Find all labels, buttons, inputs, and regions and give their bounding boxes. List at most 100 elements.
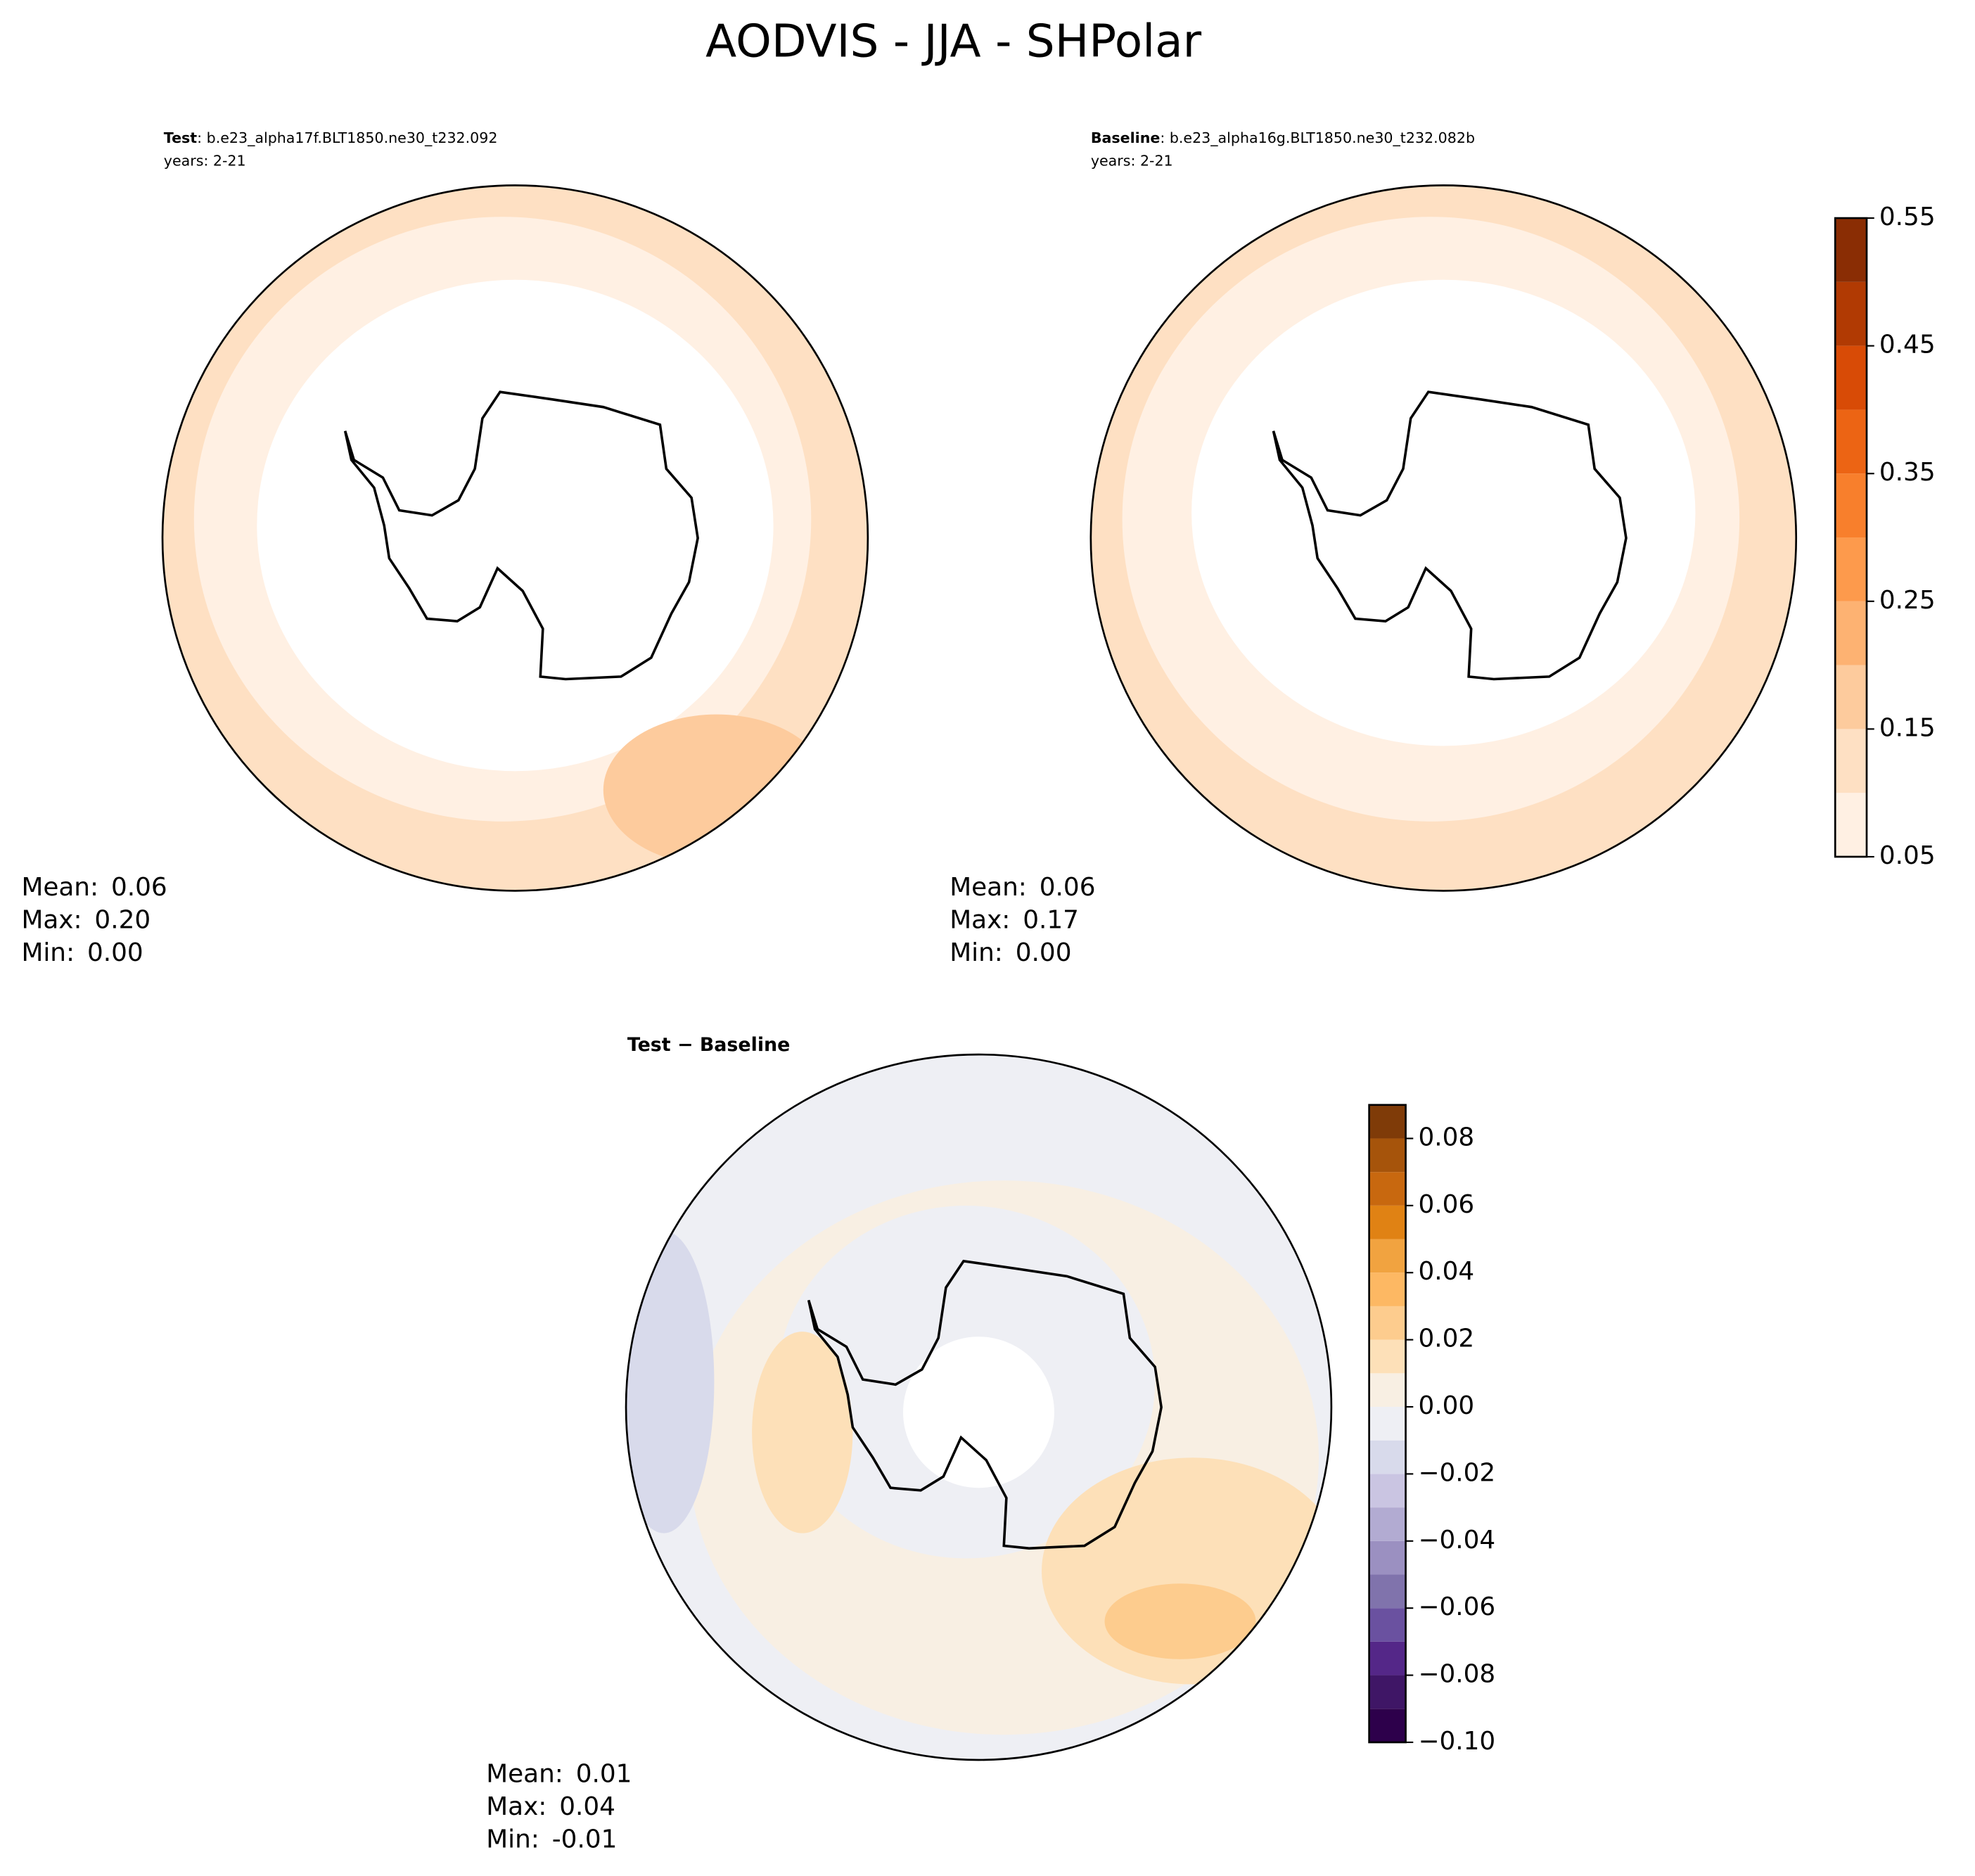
stat-value: 0.01 <box>576 1759 632 1788</box>
missing-data <box>903 1336 1054 1488</box>
colorbar-tick-label: 0.45 <box>1879 331 1936 359</box>
stat: Max: 0.17 <box>950 905 1079 934</box>
polar-map <box>626 1054 1331 1761</box>
stat-name: Mean: <box>21 873 98 902</box>
stat-value: 0.04 <box>559 1792 615 1821</box>
contour-region <box>257 279 774 772</box>
colorbar-frame <box>1834 217 1868 858</box>
colorbar-tick-label: 0.55 <box>1879 203 1936 231</box>
stat: Mean: 0.06 <box>950 873 1095 902</box>
stat: Min: -0.01 <box>486 1825 617 1854</box>
colorbar-bin <box>1369 1373 1406 1408</box>
colorbar-bin <box>1835 409 1867 474</box>
stat: Mean: 0.01 <box>486 1759 632 1788</box>
colorbar-bin <box>1369 1407 1406 1441</box>
stat-value: 0.06 <box>1040 873 1096 902</box>
colorbar-tick-label: 0.05 <box>1879 841 1936 870</box>
colorbar-bin <box>1369 1339 1406 1374</box>
colorbar-bin <box>1835 665 1867 729</box>
colorbar-bin <box>1835 601 1867 665</box>
panel-label: Baseline <box>1091 129 1161 146</box>
colorbar-bin <box>1835 729 1867 793</box>
map-border <box>625 1053 1333 1761</box>
stat-value: 0.06 <box>111 873 167 902</box>
colorbar-bin <box>1835 793 1867 857</box>
colorbar-tick-label: −0.04 <box>1418 1526 1495 1555</box>
colorbar-bin <box>1369 1104 1406 1139</box>
stat: Max: 0.20 <box>21 905 151 934</box>
figure-title: AODVIS - JJA - SHPolar <box>705 15 1201 68</box>
colorbar-tick-label: −0.02 <box>1418 1458 1495 1487</box>
colorbar-bin <box>1369 1272 1406 1306</box>
colorbar-tick-label: 0.15 <box>1879 713 1936 742</box>
panel-label: Test <box>164 129 198 146</box>
colorbar-bin <box>1835 281 1867 346</box>
colorbar-bin <box>1369 1507 1406 1541</box>
stat-value: 0.00 <box>1016 938 1072 967</box>
coastline <box>343 390 699 681</box>
panel-case: : b.e23_alpha16g.BLT1850.ne30_t232.082b <box>1160 129 1475 147</box>
colorbar-bin <box>1369 1205 1406 1239</box>
colorbar-bin <box>1369 1138 1406 1173</box>
colorbar-bin <box>1369 1474 1406 1508</box>
colorbar-bin <box>1835 345 1867 410</box>
colorbar-tick-label: 0.08 <box>1418 1123 1474 1151</box>
stat-name: Min: <box>950 938 1003 967</box>
colorbar-bin <box>1369 1440 1406 1474</box>
stat-name: Max: <box>486 1792 547 1821</box>
colorbar-bin <box>1369 1709 1406 1742</box>
stat-value: 0.20 <box>94 905 151 934</box>
panel-years: years: 2-21 <box>164 152 246 169</box>
colorbar-bin <box>1369 1239 1406 1273</box>
contour-region <box>1191 279 1696 746</box>
colorbar-bin <box>1835 537 1867 601</box>
stat-name: Mean: <box>950 873 1027 902</box>
colorbar-bin <box>1369 1608 1406 1642</box>
map-border <box>161 184 869 892</box>
stat-value: -0.01 <box>552 1825 618 1854</box>
panel-header: Baseline: b.e23_alpha16g.BLT1850.ne30_t2… <box>1091 129 1475 147</box>
colorbar-bin <box>1835 218 1867 282</box>
contour-region <box>603 714 831 866</box>
colorbar-tick-label: −0.06 <box>1418 1593 1495 1621</box>
panel-case: : b.e23_alpha17f.BLT1850.ne30_t232.092 <box>197 129 497 147</box>
colorbar-tick-label: −0.08 <box>1418 1660 1495 1689</box>
panel-label: Test − Baseline <box>627 1034 791 1056</box>
colorbar-bin <box>1835 473 1867 538</box>
map-border <box>1089 184 1798 892</box>
contour-region <box>752 1332 853 1533</box>
stat-name: Max: <box>21 905 82 934</box>
stat-value: 0.17 <box>1023 905 1079 934</box>
stat: Min: 0.00 <box>950 938 1071 967</box>
colorbar-tick-label: 0.06 <box>1418 1190 1474 1219</box>
colorbar-bin <box>1369 1675 1406 1709</box>
stat: Min: 0.00 <box>21 938 143 967</box>
stat-name: Max: <box>950 905 1010 934</box>
colorbar-tick-label: 0.02 <box>1418 1325 1474 1353</box>
colorbar-tick-label: 0.04 <box>1418 1257 1474 1286</box>
colorbar-bin <box>1369 1574 1406 1609</box>
colorbar-bin <box>1369 1641 1406 1676</box>
colorbar-frame <box>1368 1104 1407 1744</box>
colorbar-tick-label: 0.35 <box>1879 458 1936 487</box>
colorbar-bin <box>1369 1540 1406 1575</box>
stat-value: 0.00 <box>87 938 143 967</box>
contour-region <box>626 1230 715 1533</box>
contour-region <box>1104 1583 1256 1659</box>
colorbar-bin <box>1369 1306 1406 1340</box>
panel-header: Test: b.e23_alpha17f.BLT1850.ne30_t232.0… <box>164 129 498 147</box>
colorbar-tick-label: −0.10 <box>1418 1727 1495 1756</box>
stat: Max: 0.04 <box>486 1792 615 1821</box>
stat-name: Mean: <box>486 1759 563 1788</box>
stat-name: Min: <box>486 1825 539 1854</box>
stat-name: Min: <box>21 938 75 967</box>
coastline <box>1272 390 1628 681</box>
colorbar-tick-label: 0.25 <box>1879 586 1936 615</box>
stat: Mean: 0.06 <box>21 873 167 902</box>
polar-map <box>1090 185 1796 891</box>
coastline <box>807 1259 1163 1550</box>
colorbar-bin <box>1369 1172 1406 1206</box>
colorbar-tick-label: 0.00 <box>1418 1391 1474 1420</box>
